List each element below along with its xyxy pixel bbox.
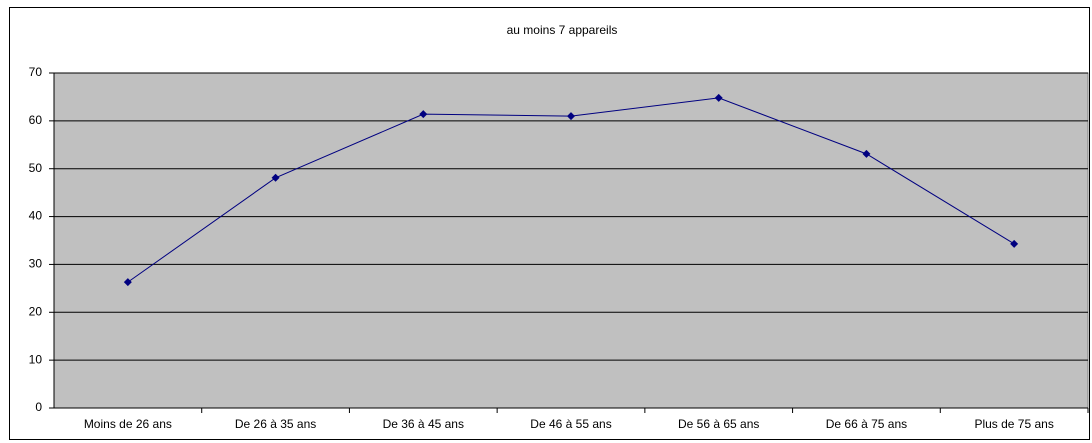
x-tick-label: De 56 à 65 ans: [678, 417, 759, 431]
chart-title: au moins 7 appareils: [507, 23, 618, 37]
x-tick-label: De 46 à 55 ans: [530, 417, 611, 431]
y-tick-label: 40: [29, 209, 43, 223]
data-point: [271, 173, 280, 182]
y-tick-label: 10: [29, 352, 43, 366]
x-tick-label: De 26 à 35 ans: [235, 417, 316, 431]
y-tick-label: 50: [29, 161, 43, 175]
data-point: [1010, 239, 1019, 248]
x-tick-label: De 36 à 45 ans: [383, 417, 464, 431]
y-tick-label: 0: [35, 400, 42, 414]
x-tick-label: Plus de 75 ans: [974, 417, 1053, 431]
data-point: [714, 93, 723, 102]
data-point: [123, 278, 132, 287]
data-point: [419, 110, 428, 119]
plot-area: [53, 72, 1089, 409]
data-point: [862, 149, 871, 158]
y-tick-label: 30: [29, 257, 43, 271]
x-tick-label: Moins de 26 ans: [84, 417, 172, 431]
x-tick-label: De 66 à 75 ans: [826, 417, 907, 431]
data-point: [567, 112, 575, 121]
y-tick-label: 70: [29, 65, 43, 79]
y-tick-label: 60: [29, 113, 43, 127]
y-tick-label: 20: [29, 304, 43, 318]
